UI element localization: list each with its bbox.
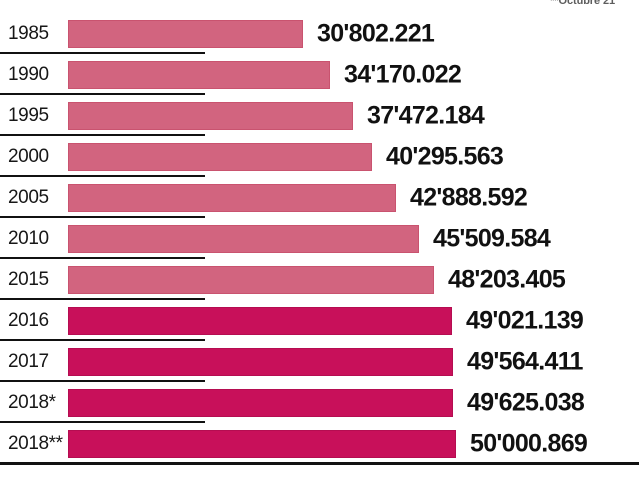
chart-row: 2005 42'888.592 [0,177,639,218]
row-value-label: 37'472.184 [367,101,485,129]
row-bar [68,265,434,294]
row-bar [68,183,396,212]
row-year-label: 2017 [8,350,49,372]
chart-row: 1995 37'472.184 [0,95,639,136]
row-bar [68,388,453,417]
row-separator [0,462,639,465]
row-year-label: 1985 [8,22,49,44]
row-year-label: 1995 [8,104,49,126]
row-bar [68,101,353,130]
row-year-label: 2005 [8,186,49,208]
chart-row: 2017 49'564.411 [0,341,639,382]
row-bar [68,306,452,335]
row-separator [0,216,205,218]
row-separator [0,52,205,54]
row-separator [0,380,205,382]
footnote-annotation: **Octubre 21 [550,0,615,7]
row-separator [0,175,205,177]
chart-row: 1985 30'802.221 [0,13,639,54]
row-value-label: 49'625.038 [467,388,585,416]
row-year-label: 2010 [8,227,49,249]
row-value-label: 50'000.869 [470,429,588,457]
chart-row: 2000 40'295.563 [0,136,639,177]
row-separator [0,257,205,259]
row-value-label: 42'888.592 [410,183,528,211]
row-year-label: 2000 [8,145,49,167]
row-value-label: 48'203.405 [448,265,566,293]
row-bar [68,347,453,376]
row-value-label: 40'295.563 [386,142,504,170]
chart-row: 2018* 49'625.038 [0,382,639,423]
row-separator [0,93,205,95]
chart-row: 2016 49'021.139 [0,300,639,341]
row-value-label: 34'170.022 [344,60,462,88]
row-value-label: 30'802.221 [317,19,435,47]
row-year-label: 2018* [8,391,56,413]
row-bar [68,19,303,48]
row-year-label: 2018** [8,432,63,454]
row-year-label: 2015 [8,268,49,290]
row-year-label: 1990 [8,63,49,85]
row-value-label: 45'509.584 [433,224,551,252]
row-bar [68,429,456,458]
row-bar [68,224,419,253]
row-value-label: 49'021.139 [466,306,584,334]
chart-row: 1990 34'170.022 [0,54,639,95]
row-bar [68,60,330,89]
row-separator [0,134,205,136]
row-value-label: 49'564.411 [467,347,583,375]
chart-row: 2010 45'509.584 [0,218,639,259]
row-separator [0,421,205,423]
row-bar [68,142,372,171]
row-separator [0,298,205,300]
row-separator [0,339,205,341]
row-year-label: 2016 [8,309,49,331]
chart-row: 2018** 50'000.869 [0,423,639,464]
chart-row: 2015 48'203.405 [0,259,639,300]
